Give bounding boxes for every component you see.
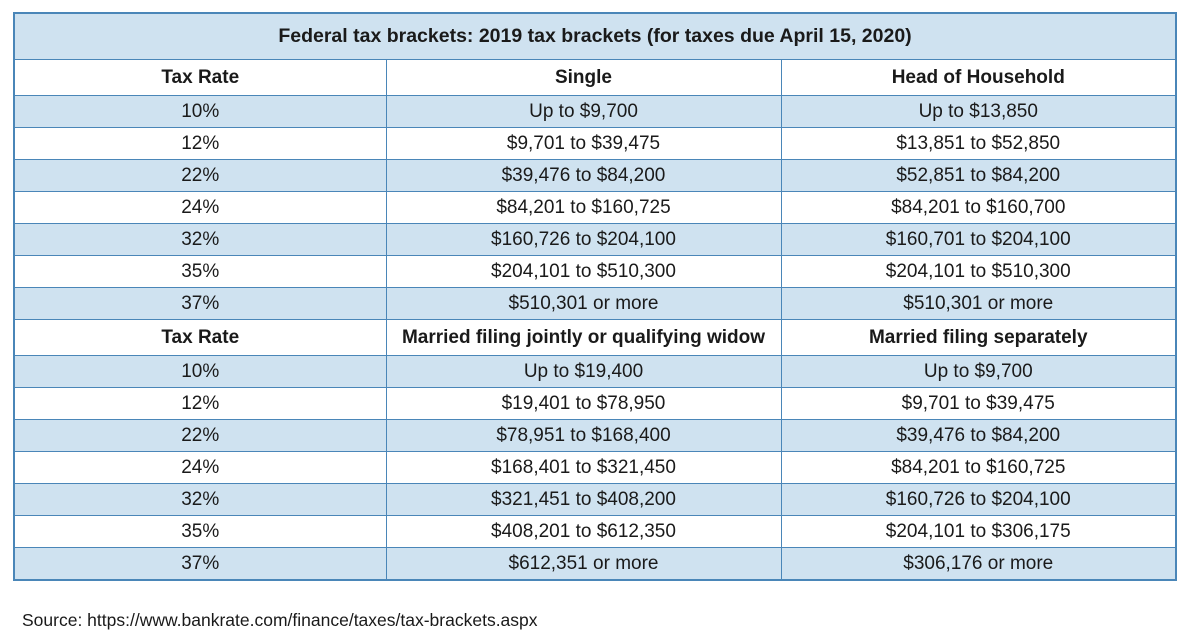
bracket-cell: $39,476 to $84,200 — [780, 419, 1177, 452]
column-header: Single — [385, 59, 782, 96]
bracket-cell: $9,701 to $39,475 — [780, 387, 1177, 420]
table-row: 37% $510,301 or more $510,301 or more — [13, 287, 1177, 320]
table-row: 32% $160,726 to $204,100 $160,701 to $204,… — [13, 223, 1177, 256]
bracket-cell: $321,451 to $408,200 — [385, 483, 782, 516]
bracket-cell: $160,726 to $204,100 — [780, 483, 1177, 516]
title-row: Federal tax brackets: 2019 tax brackets … — [13, 12, 1177, 60]
table-row: 35% $408,201 to $612,350 $204,101 to $306,… — [13, 515, 1177, 548]
bracket-cell: $204,101 to $306,175 — [780, 515, 1177, 548]
table-row: 12% $9,701 to $39,475 $13,851 to $52,850 — [13, 127, 1177, 160]
tax-rate-cell: 35% — [13, 515, 387, 548]
tax-rate-cell: 24% — [13, 191, 387, 224]
bracket-cell: $13,851 to $52,850 — [780, 127, 1177, 160]
tax-rate-cell: 32% — [13, 483, 387, 516]
tax-rate-cell: 22% — [13, 159, 387, 192]
bracket-cell: $306,176 or more — [780, 547, 1177, 581]
bracket-cell: $84,201 to $160,725 — [780, 451, 1177, 484]
tax-rate-cell: 37% — [13, 287, 387, 320]
bracket-cell: Up to $9,700 — [385, 95, 782, 128]
tax-rate-cell: 24% — [13, 451, 387, 484]
column-header: Head of Household — [780, 59, 1177, 96]
bracket-cell: $510,301 or more — [780, 287, 1177, 320]
table-row: 37% $612,351 or more $306,176 or more — [13, 547, 1177, 581]
bracket-cell: $160,726 to $204,100 — [385, 223, 782, 256]
tax-brackets-table: Federal tax brackets: 2019 tax brackets … — [13, 12, 1177, 581]
bracket-cell: $19,401 to $78,950 — [385, 387, 782, 420]
source-note: Source: https://www.bankrate.com/finance… — [22, 610, 538, 630]
bracket-cell: $612,351 or more — [385, 547, 782, 581]
bracket-cell: $510,301 or more — [385, 287, 782, 320]
tax-rate-cell: 37% — [13, 547, 387, 581]
tax-rate-cell: 10% — [13, 355, 387, 388]
table-row: 24% $168,401 to $321,450 $84,201 to $160,7… — [13, 451, 1177, 484]
tax-rate-cell: 22% — [13, 419, 387, 452]
table-row: 10% Up to $19,400 Up to $9,700 — [13, 355, 1177, 388]
table-row: 35% $204,101 to $510,300 $204,101 to $510,… — [13, 255, 1177, 288]
bracket-cell: Up to $13,850 — [780, 95, 1177, 128]
table-row: 12% $19,401 to $78,950 $9,701 to $39,475 — [13, 387, 1177, 420]
bracket-cell: $204,101 to $510,300 — [780, 255, 1177, 288]
tax-rate-cell: 12% — [13, 127, 387, 160]
bracket-cell: $84,201 to $160,700 — [780, 191, 1177, 224]
column-header: Married filing separately — [780, 319, 1177, 356]
column-header: Tax Rate — [13, 319, 387, 356]
bracket-cell: Up to $9,700 — [780, 355, 1177, 388]
bracket-cell: $52,851 to $84,200 — [780, 159, 1177, 192]
table-row: 22% $39,476 to $84,200 $52,851 to $84,200 — [13, 159, 1177, 192]
column-header: Married filing jointly or qualifying wid… — [385, 319, 782, 356]
tax-rate-cell: 10% — [13, 95, 387, 128]
bracket-cell: $408,201 to $612,350 — [385, 515, 782, 548]
column-header: Tax Rate — [13, 59, 387, 96]
section-header-row: Tax Rate Married filing jointly or qualif… — [13, 319, 1177, 356]
bracket-cell: $168,401 to $321,450 — [385, 451, 782, 484]
tax-rate-cell: 12% — [13, 387, 387, 420]
bracket-cell: $204,101 to $510,300 — [385, 255, 782, 288]
table-row: 10% Up to $9,700 Up to $13,850 — [13, 95, 1177, 128]
table-row: 32% $321,451 to $408,200 $160,726 to $204,… — [13, 483, 1177, 516]
table-row: 24% $84,201 to $160,725 $84,201 to $160,70… — [13, 191, 1177, 224]
tax-rate-cell: 35% — [13, 255, 387, 288]
bracket-cell: $84,201 to $160,725 — [385, 191, 782, 224]
bracket-cell: $39,476 to $84,200 — [385, 159, 782, 192]
bracket-cell: $9,701 to $39,475 — [385, 127, 782, 160]
table-title: Federal tax brackets: 2019 tax brackets … — [13, 12, 1177, 60]
tax-rate-cell: 32% — [13, 223, 387, 256]
table-row: 22% $78,951 to $168,400 $39,476 to $84,200 — [13, 419, 1177, 452]
bracket-cell: $78,951 to $168,400 — [385, 419, 782, 452]
bracket-cell: $160,701 to $204,100 — [780, 223, 1177, 256]
section-header-row: Tax Rate Single Head of Household — [13, 59, 1177, 96]
bracket-cell: Up to $19,400 — [385, 355, 782, 388]
